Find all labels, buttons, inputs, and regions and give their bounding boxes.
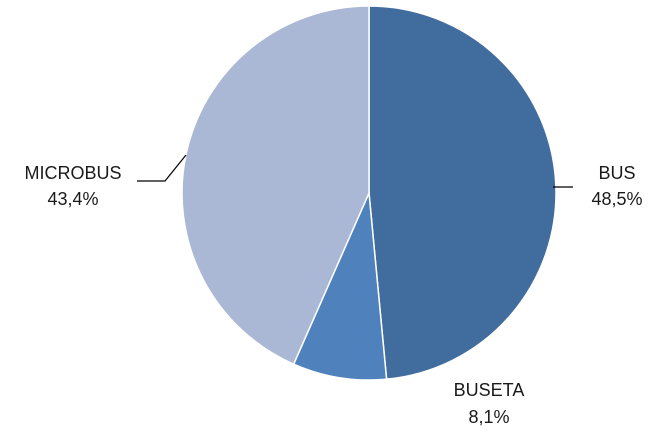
data-label-microbus-value: 43,4% [47, 189, 98, 209]
pie-slice-bus [368, 5, 557, 380]
data-label-buseta-name: BUSETA [454, 380, 525, 400]
leader-line-microbus [137, 154, 187, 182]
data-label-microbus-name: MICROBUS [24, 163, 121, 183]
leader-lines [137, 154, 573, 188]
data-label-bus-name: BUS [598, 163, 635, 183]
data-label-bus-value: 48,5% [591, 189, 642, 209]
pie-slice-buseta [292, 190, 388, 381]
data-label-buseta-value: 8,1% [468, 407, 509, 427]
pie-slice-microbus [181, 5, 370, 366]
pie-slices [181, 5, 557, 381]
data-labels: BUS 48,5% BUSETA 8,1% MICROBUS 43,4% [24, 163, 642, 427]
